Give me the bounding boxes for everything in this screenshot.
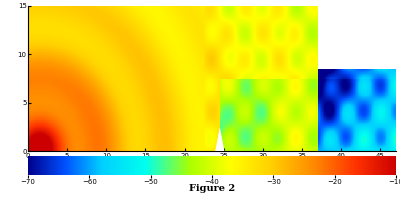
Polygon shape bbox=[215, 127, 224, 151]
Polygon shape bbox=[318, 6, 396, 69]
Text: Figure 2: Figure 2 bbox=[189, 184, 235, 192]
